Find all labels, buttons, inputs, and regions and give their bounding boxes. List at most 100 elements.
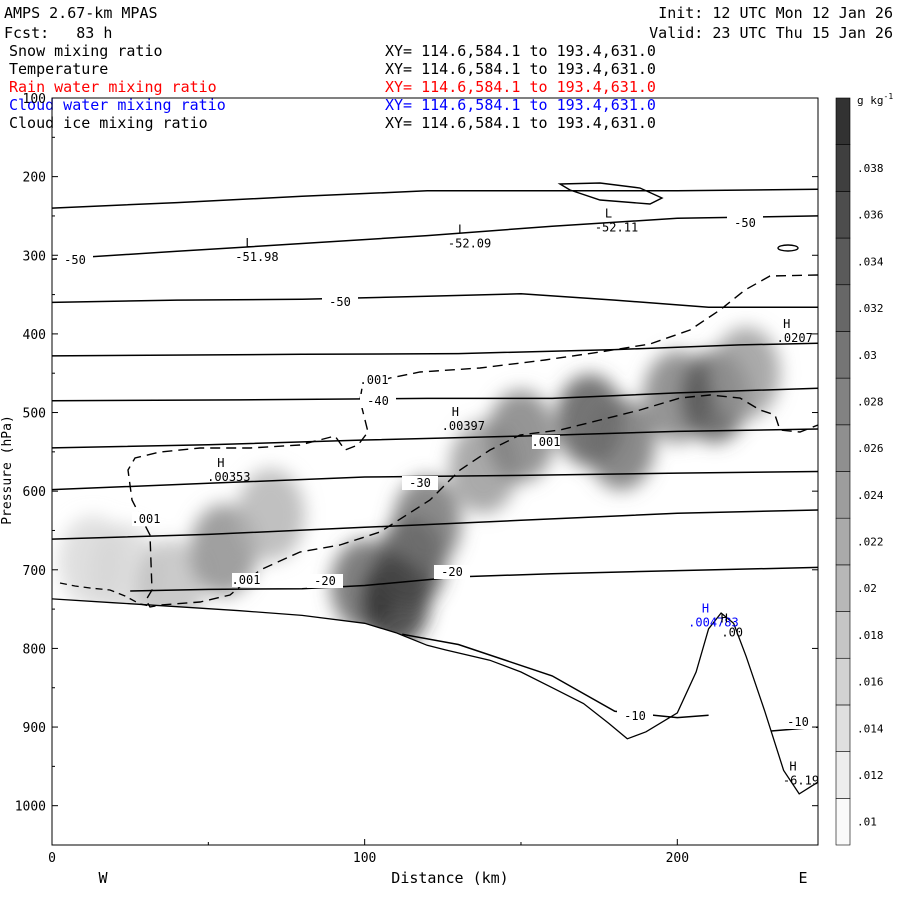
- y-tick-label: 900: [23, 721, 46, 736]
- contour-label: .0207: [777, 331, 813, 345]
- temperature-contour: [130, 566, 818, 592]
- contour-label: .00: [721, 626, 743, 640]
- contour-label: -50: [329, 295, 351, 309]
- contour-label: H: [789, 760, 796, 774]
- field-name: Snow mixing ratio: [9, 42, 163, 60]
- y-axis-title: Pressure (hPa): [0, 415, 15, 525]
- colorbar-swatch: [835, 191, 851, 239]
- colorbar-label: .036: [857, 209, 884, 222]
- contour-label: -52.11: [595, 221, 638, 235]
- field-xy: XY= 114.6,584.1 to 193.4,631.0: [385, 60, 656, 78]
- closed-contour: [777, 244, 799, 252]
- temperature-contour: [52, 387, 818, 402]
- colorbar-swatch: [835, 284, 851, 332]
- contour-lines: [52, 182, 818, 795]
- x-tick-label: 0: [48, 851, 56, 866]
- y-tick-label: 500: [23, 407, 46, 422]
- colorbar-swatch: [835, 237, 851, 286]
- colorbar: g kg-1 .01 .012 .014 .016 .018 .02 .022 .024 .02…: [835, 92, 893, 846]
- ice-contour: [127, 274, 818, 608]
- temperature-contour: [52, 509, 818, 540]
- colorbar-swatch: [835, 424, 851, 472]
- snow-maximum: [393, 476, 462, 569]
- colorbar-swatch: [835, 704, 851, 752]
- contour-label: -51.98: [235, 250, 278, 264]
- ice-contour: [59, 582, 151, 607]
- contour-label: -50: [734, 216, 756, 230]
- header-forecast: Fcst: 83 h: [4, 24, 112, 42]
- y-tick-label: 200: [23, 171, 46, 186]
- contour-label: L: [605, 207, 612, 221]
- colorbar-swatch: [835, 564, 851, 612]
- contour-label: H: [721, 612, 728, 626]
- contour-label: -40: [367, 394, 389, 408]
- temperature-contour: [52, 293, 818, 308]
- colorbar-swatch: [835, 657, 851, 706]
- colorbar-swatch: [835, 611, 851, 659]
- field-name: Cloud ice mixing ratio: [9, 114, 208, 132]
- field-xy: XY= 114.6,584.1 to 193.4,631.0: [385, 78, 656, 96]
- colorbar-label: .028: [857, 395, 884, 408]
- header-init: Init: 12 UTC Mon 12 Jan 26: [658, 4, 893, 22]
- colorbar-label: .024: [857, 489, 884, 502]
- colorbar-units: g kg-1: [857, 92, 893, 107]
- contour-label: -50: [64, 253, 86, 267]
- contour-label: .001: [360, 373, 389, 387]
- temperature-contour: [52, 215, 818, 260]
- x-tick-label: 200: [666, 851, 689, 866]
- y-tick-label: 100: [23, 92, 46, 107]
- plot-frame: [51, 97, 819, 846]
- field-xy: XY= 114.6,584.1 to 193.4,631.0: [385, 42, 656, 60]
- colorbar-label: .032: [857, 302, 884, 315]
- colorbar-swatch: [835, 144, 851, 192]
- snow-shading: [52, 327, 818, 845]
- snow-maximum: [712, 327, 781, 420]
- y-tick-label: 600: [23, 485, 46, 500]
- header-title: AMPS 2.67-km MPAS: [4, 4, 158, 22]
- x-axis-title: Distance (km): [391, 869, 508, 887]
- contour-label: -6.19: [783, 774, 819, 788]
- contour-label: -20: [314, 574, 336, 588]
- field-name: Rain water mixing ratio: [9, 78, 217, 96]
- header-valid: Valid: 23 UTC Thu 15 Jan 26: [649, 24, 893, 42]
- contour-label: .001: [232, 573, 261, 587]
- contour-label: L: [458, 222, 465, 236]
- contour-label: L: [245, 236, 252, 250]
- contour-label: -10: [787, 715, 809, 729]
- contour-label: -20: [441, 565, 463, 579]
- colorbar-label: .016: [857, 676, 884, 689]
- y-tick-label: 1000: [15, 800, 46, 815]
- colorbar-swatch: [835, 798, 851, 846]
- colorbar-swatch: [835, 377, 851, 426]
- contour-label: H: [702, 601, 709, 615]
- colorbar-label: .034: [857, 255, 884, 268]
- x-tick-label: 100: [353, 851, 376, 866]
- east-label: E: [798, 869, 807, 887]
- colorbar-swatch: [835, 751, 851, 799]
- contour-label: H: [452, 405, 459, 419]
- y-tick-label: 400: [23, 328, 46, 343]
- temperature-contour: [52, 470, 818, 491]
- colorbar-label: .018: [857, 629, 884, 642]
- y-tick-label: 800: [23, 642, 46, 657]
- terrain-mask: [52, 598, 818, 845]
- temperature-contour: [52, 188, 818, 209]
- y-tick-label: 700: [23, 564, 46, 579]
- contour-labels: -50 -50 -50 -20 -10 -10 -40 -30 -20 .001 .001 .001.…: [57, 207, 819, 788]
- colorbar-swatch: [835, 97, 851, 145]
- contour-label: -30: [409, 476, 431, 490]
- contour-label: .004783: [688, 615, 739, 629]
- snow-maximum: [236, 468, 305, 561]
- terrain-line: [52, 598, 818, 795]
- contour-label: -10: [624, 709, 646, 723]
- closed-contour: [557, 182, 664, 205]
- colorbar-label: .01: [857, 816, 877, 829]
- colorbar-label: .02: [857, 582, 877, 595]
- colorbar-label: .026: [857, 442, 884, 455]
- field-legend: Snow mixing ratio XY= 114.6,584.1 to 193.…: [9, 42, 656, 132]
- temperature-contour: [402, 633, 709, 719]
- field-xy: XY= 114.6,584.1 to 193.4,631.0: [385, 96, 656, 114]
- field-name: Cloud water mixing ratio: [9, 96, 226, 114]
- contour-label: .001: [532, 435, 561, 449]
